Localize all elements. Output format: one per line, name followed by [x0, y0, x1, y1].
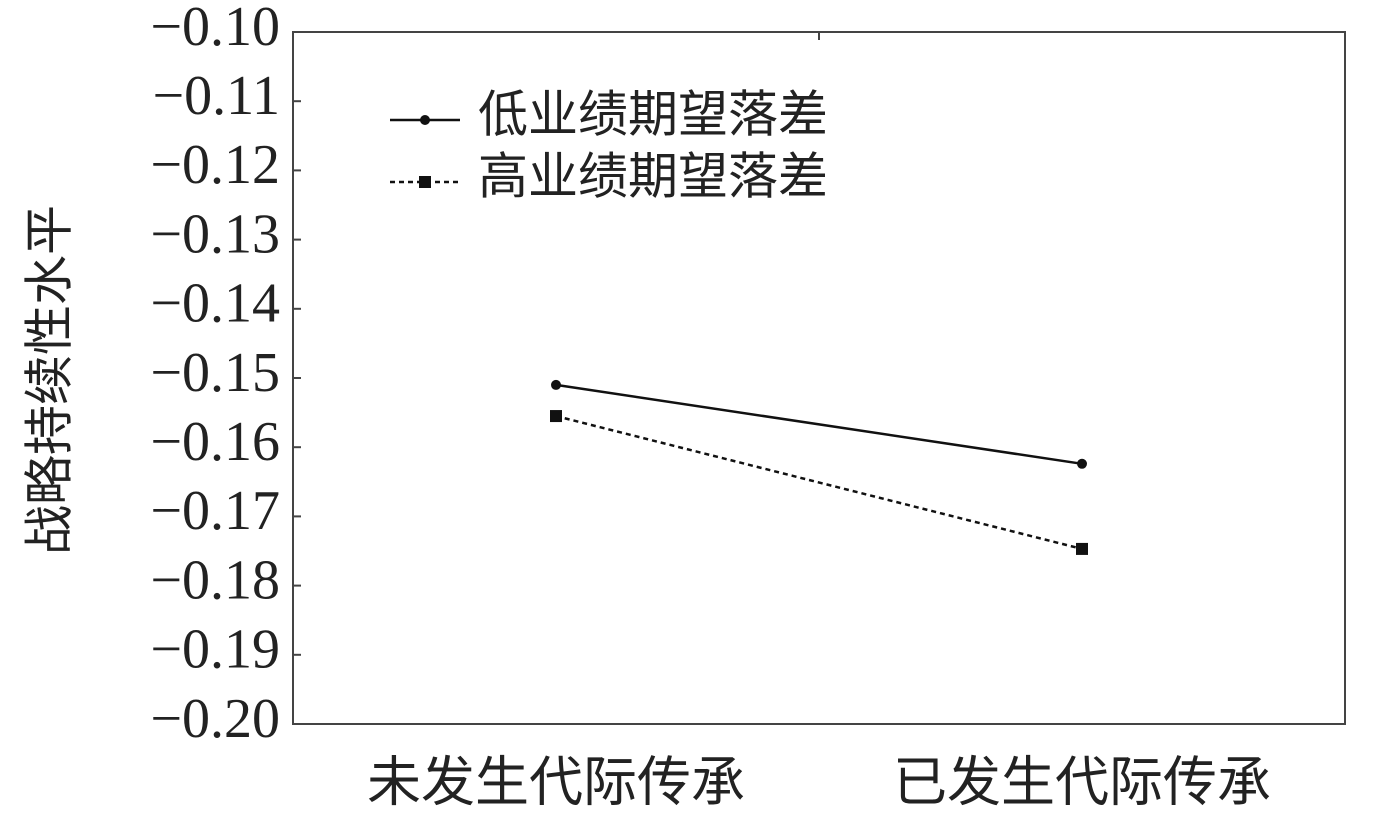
y-tick-label: −0.13	[150, 203, 280, 265]
marker	[550, 410, 562, 423]
y-tick-label: −0.18	[150, 549, 280, 611]
y-axis-label: 战略持续性水平	[21, 205, 77, 555]
y-tick-label: −0.15	[150, 342, 280, 404]
legend-marker	[419, 176, 431, 188]
y-tick-label: −0.19	[150, 619, 280, 681]
y-tick-label: −0.16	[150, 411, 280, 473]
y-tick-label: −0.14	[150, 273, 280, 335]
marker	[551, 379, 561, 390]
x-tick-label: 未发生代际传承	[367, 752, 745, 812]
y-tick-label: −0.12	[150, 134, 280, 196]
legend-label: 低业绩期望落差	[478, 86, 828, 142]
y-tick-label: −0.17	[150, 480, 280, 542]
series-line	[555, 383, 1083, 466]
marker	[1076, 542, 1088, 555]
y-tick-label: −0.10	[150, 0, 280, 58]
legend-label: 高业绩期望落差	[478, 148, 828, 204]
y-tick-label: −0.20	[150, 688, 280, 750]
legend-marker	[420, 115, 430, 125]
marker	[1077, 458, 1087, 469]
x-tick-label: 已发生代际传承	[893, 752, 1271, 812]
y-tick-label: −0.11	[152, 65, 280, 127]
series-line	[555, 414, 1083, 551]
